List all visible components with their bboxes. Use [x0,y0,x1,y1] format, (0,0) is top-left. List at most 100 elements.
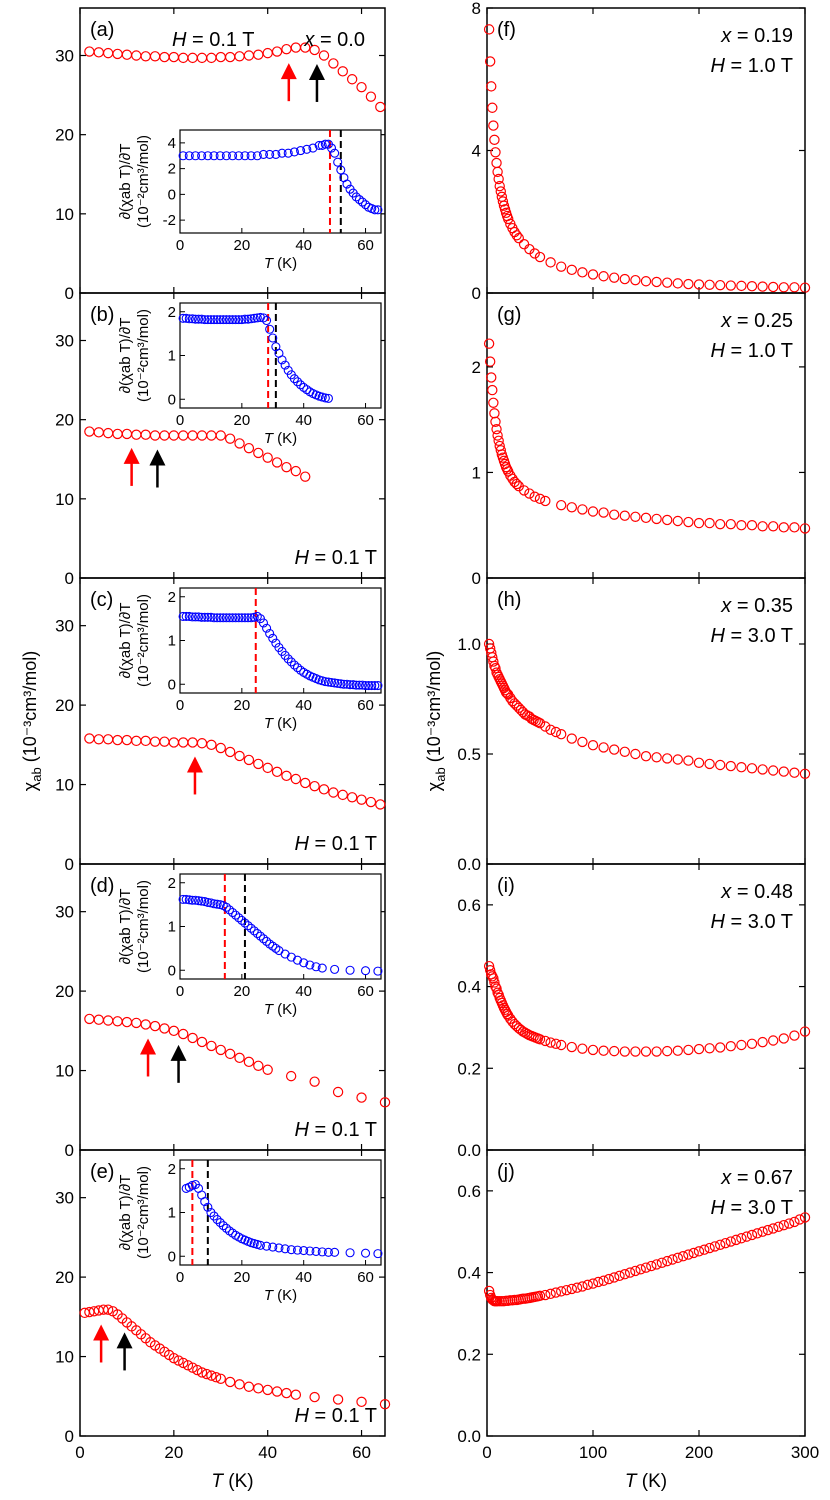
panel-b-inset-ylabel: ∂(χab T)/∂T [117,318,134,394]
panel-j-point [587,1278,599,1289]
panel-f-point [725,280,737,291]
panel-c-point [178,737,189,748]
panel-b-inset-ytick-label: 0 [168,391,176,408]
panel-b-inset-point [252,313,262,323]
panel-c-inset-xtick-label: 40 [295,697,312,714]
panel-c-inset-point [364,681,374,691]
panel-d-point [131,1017,142,1029]
panel-c-transition-arrow [186,756,203,795]
panel-a-point [281,43,292,55]
panel-c-inset-point [326,677,337,688]
panel-c-inset-point [265,628,275,639]
panel-f-composition: x = 0.19 [720,25,793,47]
panel-e-field: H = 0.1 T [295,1405,377,1427]
panel-c-ytick-label: 20 [55,696,74,715]
panel-c-inset-point [286,657,296,667]
panel-j-ytick-label: 0.0 [457,1427,481,1446]
panel-d-inset-xlabel: T (K) [264,1001,297,1018]
panel-a-point [168,51,180,63]
panel-g-point [640,512,652,524]
panel-e-point [253,1383,264,1394]
panel-c-inset-point [237,613,247,623]
panel-b-point [131,429,142,440]
panel-j-point [741,1231,752,1242]
panel-b-inset-point [246,314,256,324]
panel-d-inset-point [228,907,238,918]
panel-d-inset-point [271,943,281,953]
panel-e-point [290,1389,302,1400]
panel-h-field: H = 3.0 T [711,625,793,647]
panel-a-inset-point [258,149,269,160]
panel-c-inset-point [181,611,191,621]
panel-g-field: H = 1.0 T [711,340,793,362]
panel-b-inset-ytick-label: 1 [168,348,176,365]
panel-h-point [532,716,544,728]
panel-j-point [598,1275,609,1286]
panel-f-point [545,257,556,268]
left-xtick-label: 0 [75,1443,84,1462]
panel-e-inset-point [299,1246,309,1256]
panel-j-point [730,1234,742,1246]
panel-a-inset-ytick-label: 4 [168,135,176,152]
panel-i-point [598,1045,609,1056]
panel-b-inset-point [190,314,201,324]
panel-h-point [746,763,758,774]
panel-a-inset-ylabel: ∂(χab T)/∂T [117,144,134,220]
panel-c-inset-point [221,613,231,623]
panel-a-point [196,52,208,64]
panel-d-inset-xtick-label: 60 [357,983,374,1000]
panel-i-point [704,1043,715,1054]
panel-d-inset-point [360,966,371,976]
panel-c-point [318,784,330,795]
panel-j-point [640,1262,652,1273]
panel-g-point [556,499,567,511]
panel-c-point [365,796,377,808]
panel-c-point [121,734,133,746]
panel-f-point [487,102,498,113]
panel-c-point [271,766,283,778]
panel-b-inset-xtick-label: 0 [176,412,184,429]
panel-d-inset-point [255,931,265,941]
panel-h-point [619,746,631,758]
panel-f-point [486,81,497,92]
panel-h-point [598,742,609,753]
panel-a-point [290,42,302,53]
panel-a-inset-ytick-label: -2 [163,212,176,229]
panel-d-point [178,1028,189,1040]
panel-f: 0 4 8 (f) x = 0.19 H = 1.0 T [472,0,811,303]
panel-d-inset-point [181,894,191,904]
panel-b-inset-point [265,324,275,334]
panel-c-inset-point [339,679,349,689]
panel-a-point [375,101,386,113]
panel-j-point [720,1237,731,1249]
left-xtick-label: 20 [164,1443,183,1462]
panel-a-point [112,48,123,60]
panel-c-inset-point [370,681,380,691]
panel-b-inset-point [320,393,330,403]
panel-b-arrow-head [149,449,166,466]
panel-j-point [662,1255,673,1267]
panel-j-point [688,1247,699,1259]
panel-f-point [630,274,641,286]
panel-c-inset-point [367,681,377,691]
panel-a-transition-arrow [280,63,297,102]
panel-f-point [683,278,694,290]
panel-h-point [693,757,705,769]
panel-e-inset-point [305,1246,315,1256]
panel-f-point [491,157,502,169]
panel-d-point [196,1036,208,1048]
panel-h-point [725,760,737,772]
panel-g-point [534,493,546,505]
panel-j-point [799,1212,811,1223]
panel-c-inset-point [240,613,250,623]
left-yaxis-title: χab (10⁻³cm³/mol) [20,651,44,791]
panel-i-point [789,1030,800,1041]
panel-b-inset-point [200,315,210,325]
panel-b-inset-point [206,315,216,325]
panel-e-point [234,1379,245,1390]
panel-a-field: H = 0.1 T [172,29,254,51]
